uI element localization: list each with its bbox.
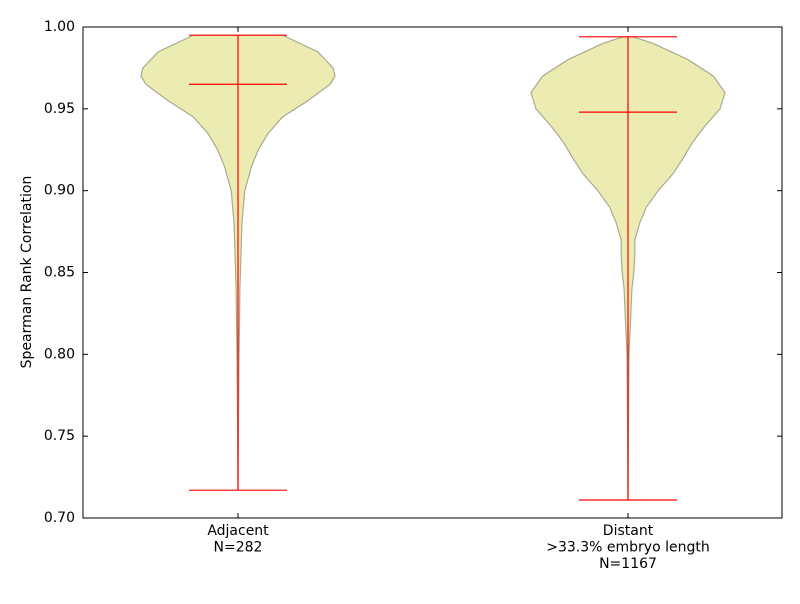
x-tick-label: Adjacent (207, 523, 269, 539)
y-tick-label: 0.90 (44, 183, 75, 199)
x-tick-label: N=282 (214, 540, 263, 556)
y-tick-label: 0.85 (44, 265, 75, 281)
x-tick-label: >33.3% embryo length (546, 540, 709, 556)
plot-frame (82, 26, 783, 519)
y-tick-label: 0.70 (44, 510, 75, 526)
x-tick-label: N=1167 (599, 556, 657, 572)
y-tick-label: 0.75 (44, 428, 75, 444)
x-tick-label: Distant (603, 523, 654, 539)
y-axis-label: Spearman Rank Correlation (19, 176, 35, 369)
y-tick-label: 0.80 (44, 346, 75, 362)
y-tick-label: 1.00 (44, 19, 75, 35)
y-tick-label: 0.95 (44, 101, 75, 117)
